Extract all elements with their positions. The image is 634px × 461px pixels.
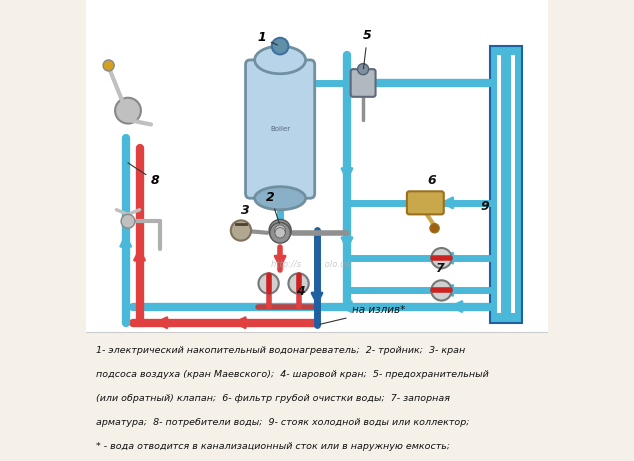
Text: 1- электрический накопительный водонагреватель;  2- тройник;  3- кран: 1- электрический накопительный водонагре… (96, 346, 465, 355)
Text: 3: 3 (241, 204, 250, 218)
Text: на излив*: на излив* (320, 306, 405, 325)
Circle shape (103, 60, 114, 71)
Circle shape (115, 98, 141, 124)
Text: 4: 4 (296, 285, 305, 298)
Circle shape (358, 64, 368, 75)
Circle shape (275, 228, 285, 238)
Bar (501, 55, 510, 313)
Circle shape (430, 224, 439, 233)
Circle shape (275, 225, 286, 236)
Bar (86, 0, 548, 332)
Ellipse shape (255, 187, 306, 210)
Text: Boiler: Boiler (270, 126, 290, 132)
Text: * - вода отводится в канализационный сток или в наружную емкость;: * - вода отводится в канализационный сто… (96, 442, 450, 451)
Text: http://s         olo.ua: http://s olo.ua (271, 260, 350, 269)
Text: 8: 8 (128, 163, 160, 188)
Circle shape (231, 220, 251, 241)
Circle shape (431, 280, 451, 301)
Circle shape (121, 214, 135, 228)
Text: 5: 5 (363, 29, 372, 69)
Bar (490, 46, 522, 323)
Circle shape (272, 38, 288, 54)
FancyBboxPatch shape (245, 60, 314, 198)
Text: (или обратный) клапан;  6- фильтр грубой очистки воды;  7- запорная: (или обратный) клапан; 6- фильтр грубой … (96, 394, 450, 403)
Text: 6: 6 (428, 174, 436, 188)
Bar (497, 55, 515, 313)
Circle shape (270, 223, 290, 243)
Circle shape (288, 273, 309, 294)
Text: 7: 7 (434, 262, 443, 275)
Text: 1: 1 (257, 31, 278, 45)
Circle shape (431, 248, 451, 268)
Circle shape (259, 273, 279, 294)
Text: арматура;  8- потребители воды;  9- стояк холодной воды или коллектор;: арматура; 8- потребители воды; 9- стояк … (96, 418, 469, 427)
Text: 9: 9 (481, 200, 489, 213)
Ellipse shape (255, 46, 306, 74)
Text: подсоса воздуха (кран Маевского);  4- шаровой кран;  5- предохранительный: подсоса воздуха (кран Маевского); 4- шар… (96, 370, 488, 379)
Text: 2: 2 (266, 190, 279, 223)
Circle shape (269, 219, 291, 242)
FancyBboxPatch shape (351, 69, 375, 97)
FancyBboxPatch shape (407, 191, 444, 214)
